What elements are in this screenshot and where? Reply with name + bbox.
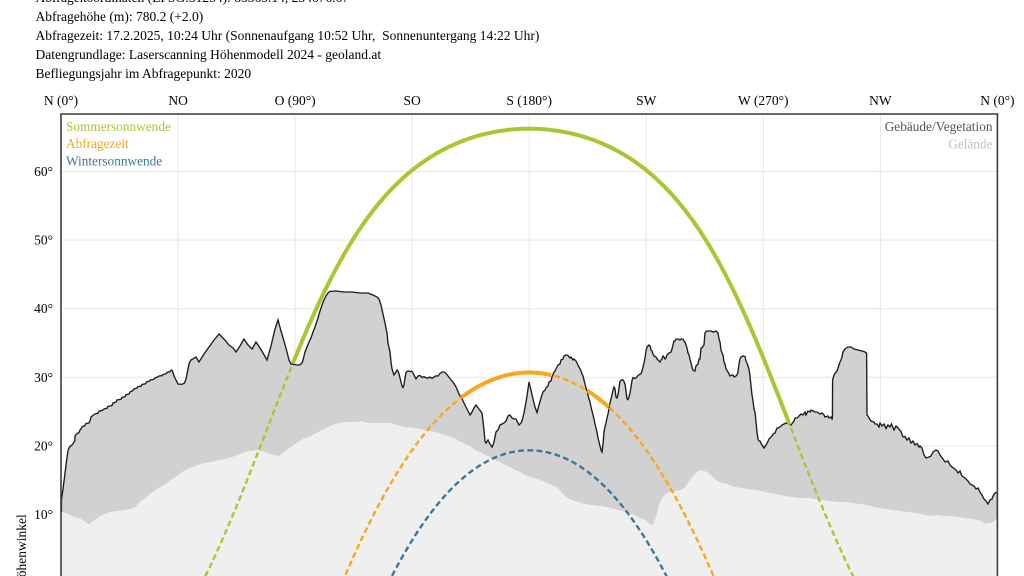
svg-text:Höhenwinkel: Höhenwinkel (14, 514, 29, 576)
svg-text:NO: NO (168, 93, 188, 108)
svg-text:NW: NW (869, 93, 892, 108)
svg-text:Sommersonnwende: Sommersonnwende (66, 119, 171, 134)
svg-text:60°: 60° (34, 164, 53, 179)
svg-text:Wintersonnwende: Wintersonnwende (66, 153, 162, 168)
svg-text:Abfragezeit: Abfragezeit (66, 136, 129, 151)
svg-text:10°: 10° (34, 507, 53, 522)
svg-text:40°: 40° (34, 301, 53, 316)
svg-text:N (0°): N (0°) (44, 93, 78, 108)
svg-text:20°: 20° (34, 438, 53, 453)
svg-text:W (270°): W (270°) (738, 93, 789, 108)
svg-text:SO: SO (403, 93, 421, 108)
svg-text:SW: SW (636, 93, 657, 108)
svg-text:30°: 30° (34, 370, 53, 385)
svg-text:S (180°): S (180°) (506, 93, 552, 108)
svg-text:N (0°): N (0°) (980, 93, 1014, 108)
svg-text:Gelände: Gelände (948, 137, 992, 152)
svg-text:Gebäude/Vegetation: Gebäude/Vegetation (885, 119, 993, 134)
svg-text:50°: 50° (34, 233, 53, 248)
svg-text:O (90°): O (90°) (275, 93, 316, 108)
